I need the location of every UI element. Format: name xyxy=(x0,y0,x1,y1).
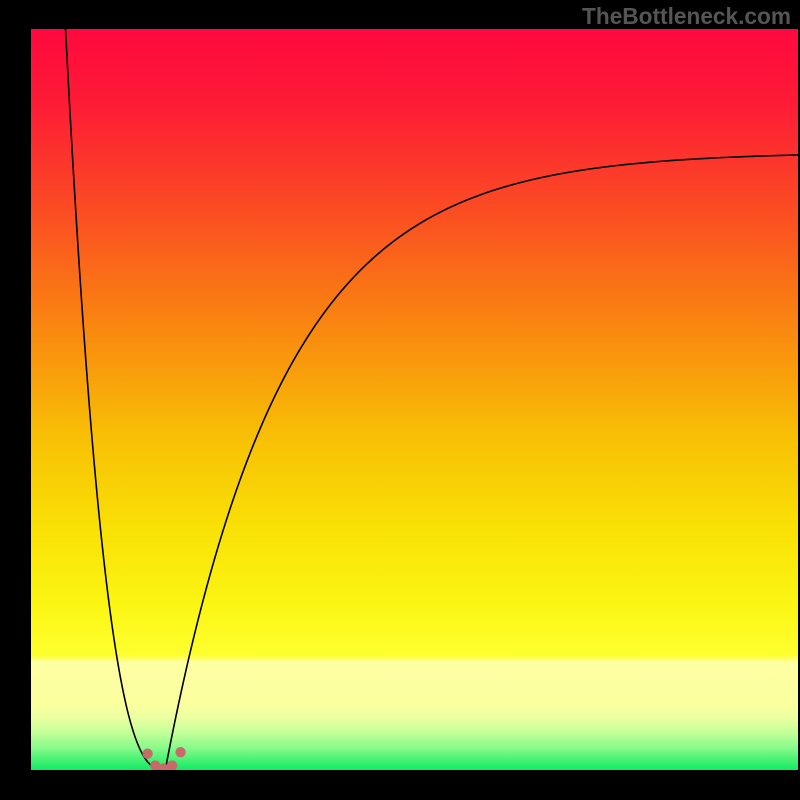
cusp-marker xyxy=(175,747,185,757)
plot-svg xyxy=(31,29,798,770)
plot-area xyxy=(31,29,798,770)
watermark-text: TheBottleneck.com xyxy=(582,3,791,30)
gradient-background xyxy=(31,29,798,770)
cusp-marker xyxy=(142,749,152,759)
chart-canvas: TheBottleneck.com xyxy=(0,0,800,800)
